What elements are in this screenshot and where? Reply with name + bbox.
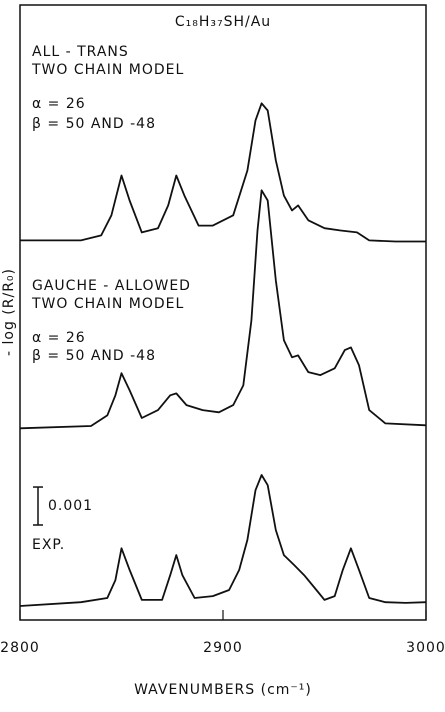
scale-bar-label: 0.001 <box>48 498 93 514</box>
annotation: TWO CHAIN MODEL <box>31 62 184 78</box>
x-tick-label: 2900 <box>203 640 243 656</box>
annotation: β = 50 AND -48 <box>32 116 156 132</box>
annotation: TWO CHAIN MODEL <box>31 296 184 312</box>
spectrum-line <box>19 189 427 430</box>
annotation: GAUCHE - ALLOWED <box>32 278 191 294</box>
x-tick-label: 3000 <box>406 640 445 656</box>
annotation: α = 26 <box>32 96 86 112</box>
y-axis-label: - log (R/R₀) <box>1 268 17 356</box>
x-axis-label: WAVENUMBERS (cm⁻¹) <box>134 682 312 698</box>
annotation: ALL - TRANS <box>32 44 129 60</box>
annotation: EXP. <box>32 537 65 553</box>
annotation: β = 50 AND -48 <box>32 348 156 364</box>
spectrum-line <box>20 102 426 243</box>
annotation: α = 26 <box>32 330 86 346</box>
spectrum-line <box>19 474 427 607</box>
chart-title: C₁₈H₃₇SH/Au <box>175 14 271 30</box>
x-tick-label: 2800 <box>0 640 40 656</box>
